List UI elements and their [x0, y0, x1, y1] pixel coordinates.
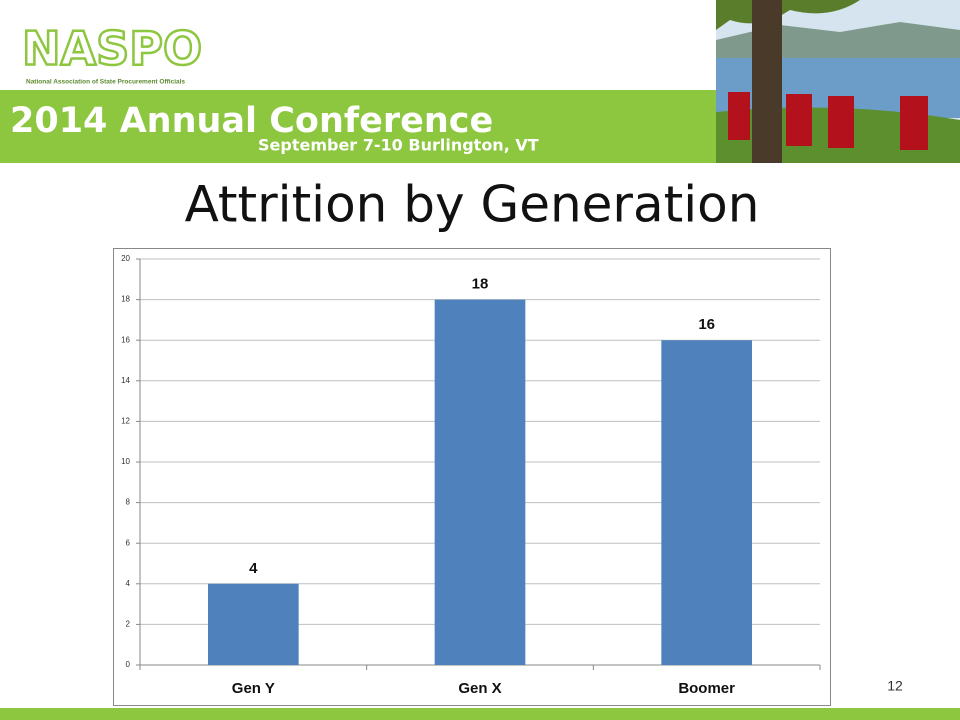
organization: National Association of State Procuremen… [26, 79, 185, 86]
y-tick-label: 8 [126, 498, 131, 507]
value-label: 16 [698, 316, 715, 333]
value-label: 4 [249, 560, 258, 577]
y-tick-label: 18 [121, 295, 130, 304]
x-tick-label: Gen X [458, 680, 501, 697]
y-tick-label: 10 [121, 457, 130, 466]
y-tick-label: 12 [121, 417, 130, 426]
chairs [728, 92, 928, 150]
chart-title: Attrition by Generation [185, 176, 760, 234]
y-tick-label: 14 [121, 376, 130, 385]
x-tick-label: Boomer [678, 680, 735, 697]
y-tick-label: 0 [126, 660, 131, 669]
tree-trunk [752, 0, 782, 163]
logo: NASPO [22, 22, 202, 76]
x-tick-label: Gen Y [232, 680, 275, 697]
conference: 2014 Annual Conference [10, 101, 493, 141]
y-tick-label: 6 [126, 538, 131, 547]
y-tick-label: 2 [126, 620, 131, 629]
y-tick-label: 16 [121, 335, 130, 344]
bar [661, 340, 752, 665]
slide-number: 12 [887, 678, 903, 694]
bar [434, 299, 526, 665]
footer-band [0, 708, 960, 720]
dates: September 7-10 Burlington, VT [258, 136, 539, 155]
header-photo [716, 0, 960, 163]
y-tick-label: 20 [121, 254, 130, 263]
y-tick-label: 4 [126, 579, 131, 588]
bar [208, 583, 299, 665]
value-label: 18 [472, 276, 489, 293]
